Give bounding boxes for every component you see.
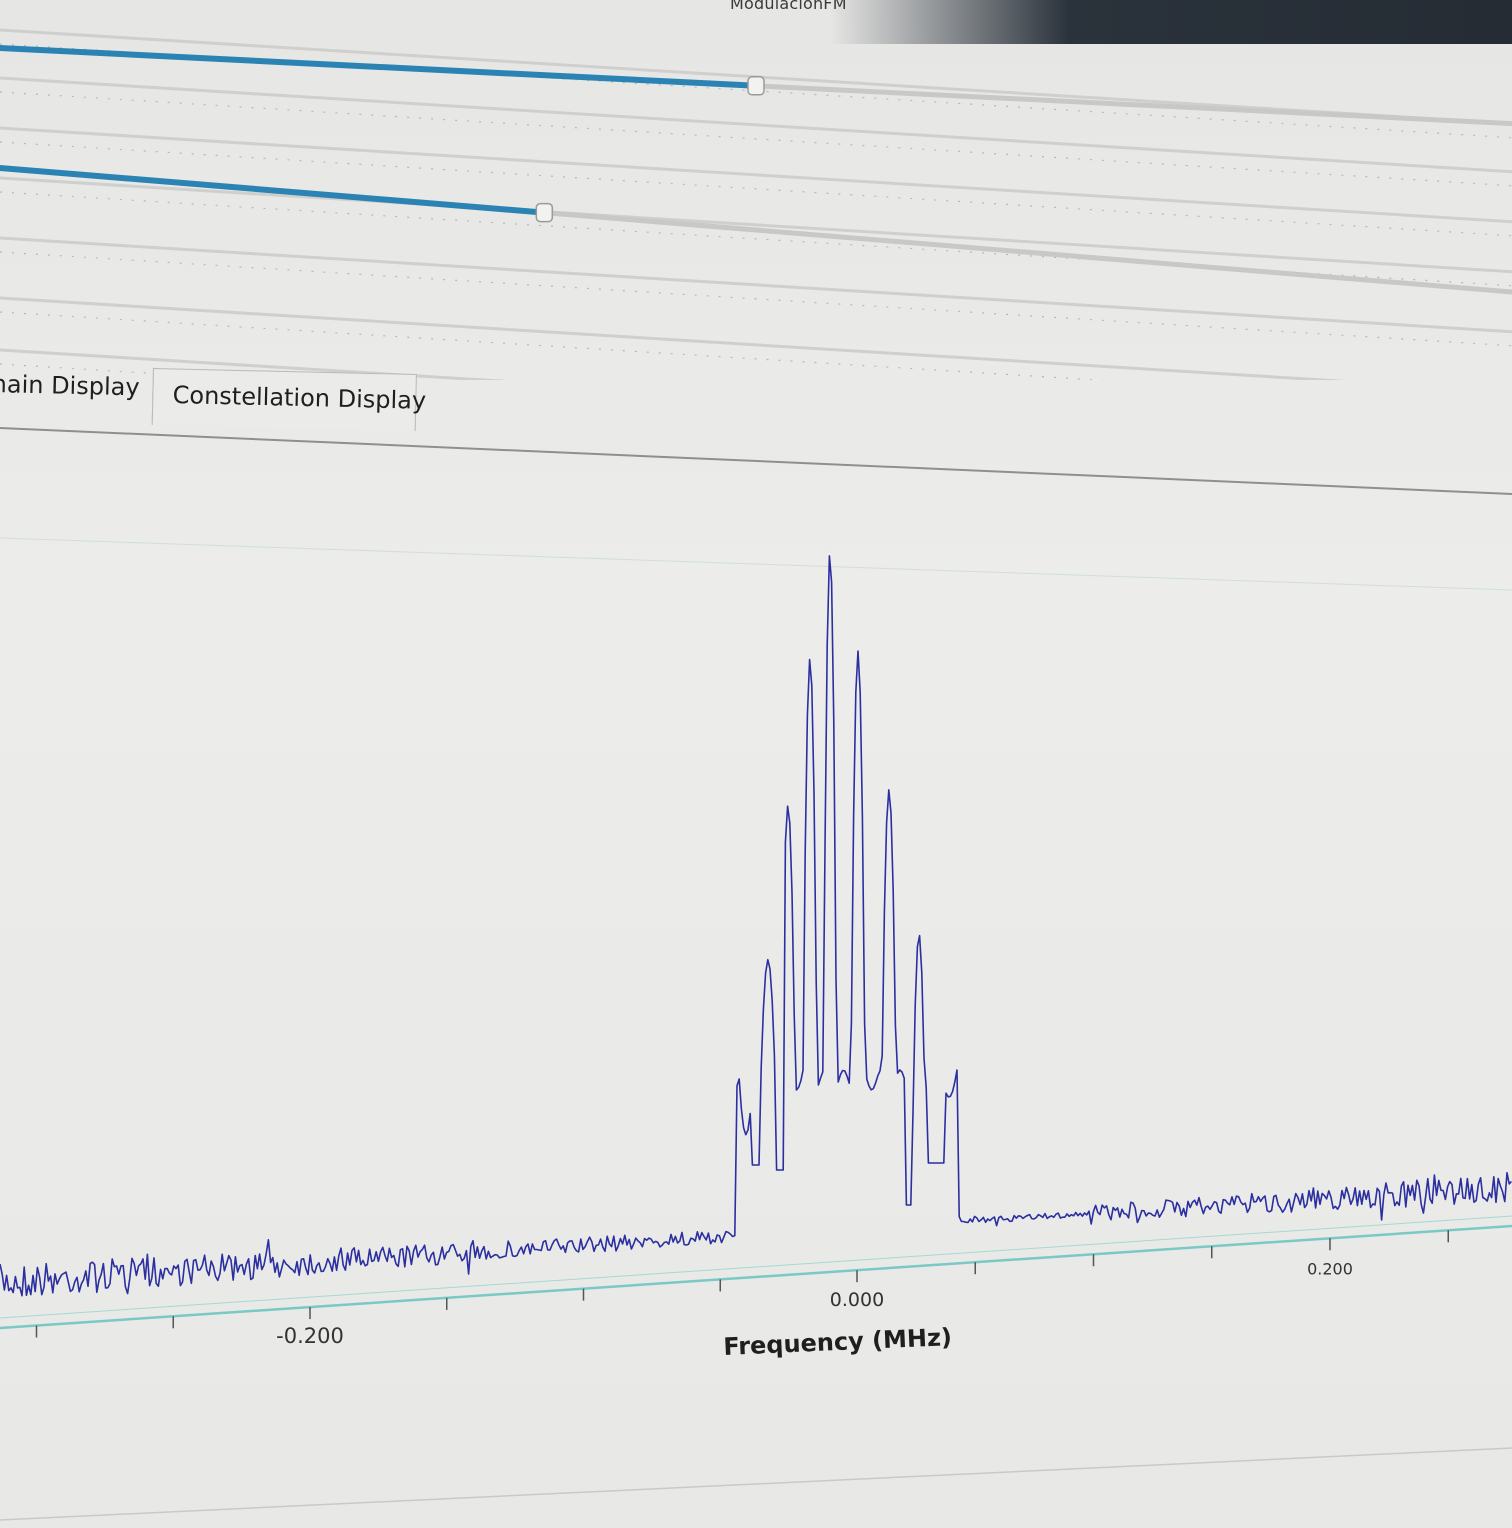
slider-handle[interactable] — [747, 76, 765, 96]
slider-track — [0, 76, 1512, 174]
plot-top-border — [0, 537, 1512, 591]
slider-fill — [0, 165, 548, 216]
x-tick-label: 0.200 — [1307, 1259, 1353, 1278]
x-axis-label: Frequency (MHz) — [723, 1323, 953, 1361]
slider-track — [0, 236, 1512, 334]
slider-ticks — [0, 91, 1512, 187]
slider-track-remaining — [755, 83, 1512, 127]
window-title: ModulacionFM — [730, 0, 847, 13]
x-axis-line — [0, 1224, 1512, 1330]
x-tick-label: 0.000 — [830, 1289, 884, 1311]
slider-track — [0, 126, 1512, 224]
slider-track — [0, 348, 509, 380]
slider-fill — [0, 45, 759, 89]
spectrum-trace — [0, 555, 1512, 1297]
x-tick-label: -0.200 — [276, 1324, 344, 1348]
slider-track — [0, 176, 1512, 274]
slider-handle[interactable] — [535, 202, 554, 223]
tab-panel-border — [0, 427, 1512, 495]
title-bar-dark-region — [830, 0, 1512, 44]
slider-ticks — [0, 141, 1512, 237]
slider-ticks — [0, 251, 1512, 347]
slider-panel — [0, 28, 1512, 380]
slider-track — [0, 296, 1347, 380]
slider-ticks — [0, 311, 1107, 380]
slider-ticks — [0, 191, 1512, 287]
plot-bottom-border — [0, 1447, 1512, 1521]
x-axis-line-secondary — [0, 1215, 1512, 1319]
slider-track-remaining — [544, 210, 1512, 295]
